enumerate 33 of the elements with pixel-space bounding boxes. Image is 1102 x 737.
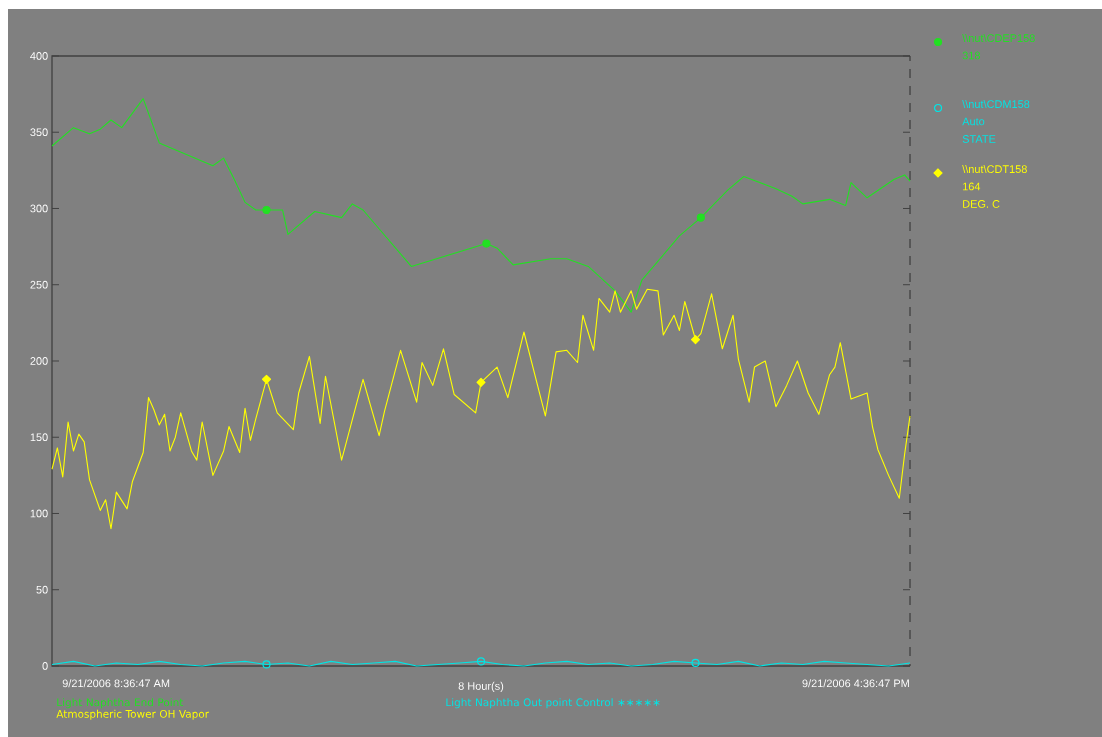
text: \\nut\CDM158 — [962, 99, 1030, 109]
point — [261, 374, 272, 384]
text: \\nut\CDEP158 — [962, 33, 1035, 43]
point — [476, 377, 486, 387]
y-tick-label: 250 — [30, 280, 48, 289]
point — [262, 205, 271, 215]
y-tick-label: 100 — [30, 509, 48, 518]
y-tick-label: 350 — [30, 128, 48, 137]
text: 164 — [963, 182, 981, 191]
y-tick-label: 150 — [30, 433, 48, 442]
text: Atmospheric Tower OH Vapor — [56, 709, 210, 720]
x-axis-title: 8 Hour(s) — [458, 681, 504, 693]
text: 318 — [962, 51, 980, 60]
line-series — [51, 288, 911, 530]
point — [696, 213, 705, 222]
y-tick-label: 0 — [42, 662, 48, 670]
point — [691, 658, 700, 668]
point — [476, 657, 486, 666]
y-tick-label: 200 — [30, 357, 48, 365]
point — [690, 335, 701, 345]
point — [482, 239, 491, 248]
text: Light Naphtha End Point — [57, 698, 184, 709]
y-tick-label: 50 — [36, 585, 48, 594]
y-tick-label: 400 — [30, 52, 48, 60]
point — [262, 660, 271, 669]
text: Auto — [962, 117, 985, 126]
text: \\nut\CDT158 — [962, 164, 1027, 174]
y-tick-label: 300 — [30, 204, 48, 213]
text: Light Naphtha Out point Control ∗∗∗∗∗ — [446, 698, 660, 709]
text: 9/21/2006 8:36:47 AM — [62, 679, 170, 688]
text: STATE — [962, 135, 996, 143]
text: DEG. C — [963, 200, 1000, 208]
text: 9/21/2006 4:36:47 PM — [802, 679, 909, 688]
